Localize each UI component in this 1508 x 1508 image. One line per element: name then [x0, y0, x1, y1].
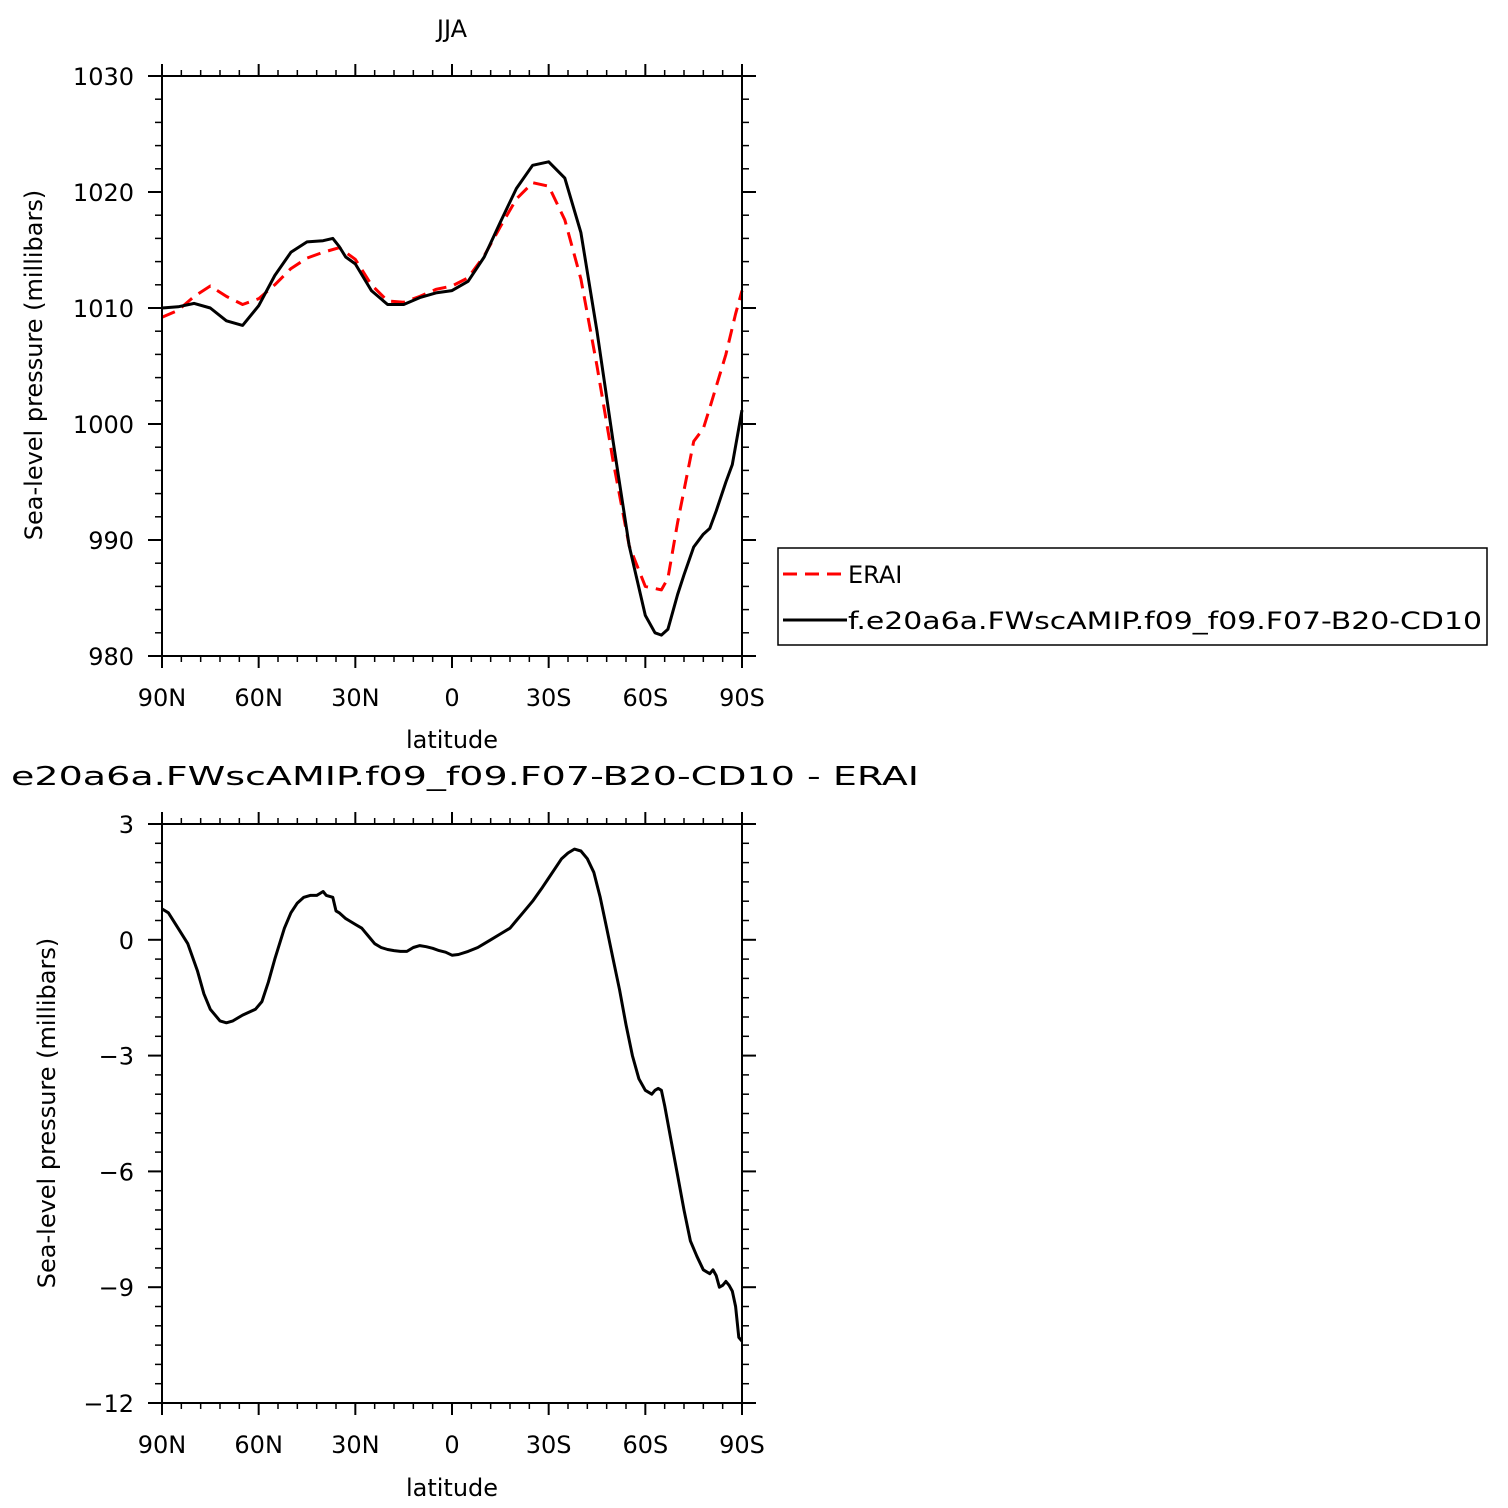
bottom-y-tick-label: −12 [83, 1390, 134, 1418]
bottom-x-tick-label: 30N [331, 1431, 380, 1459]
bottom-x-tick-label: 60N [234, 1431, 283, 1459]
bottom-x-tick-label: 90N [138, 1431, 187, 1459]
top-y-axis-label: Sea-level pressure (millibars) [20, 190, 48, 540]
legend: ERAI f.e20a6a.FWscAMIP.f09_f09.F07-B20-C… [777, 547, 1488, 646]
top-plot-frame [161, 75, 743, 657]
bottom-x-tick-label: 60S [622, 1431, 668, 1459]
bottom-series-difference-line [161, 847, 744, 1343]
bottom-y-tick-label: 3 [119, 811, 134, 839]
top-x-tick-label: 60N [234, 684, 283, 712]
bottom-x-axis-label: latitude [406, 1474, 498, 1502]
top-panel: JJA latitude Sea-level pressure (milliba… [20, 15, 765, 754]
top-x-tick-label: 90S [719, 684, 765, 712]
bottom-y-axis-label: Sea-level pressure (millibars) [33, 938, 61, 1288]
top-y-tick-label: 1030 [73, 63, 134, 91]
top-y-tick-label: 990 [88, 527, 134, 555]
legend-label-erai: ERAI [848, 561, 902, 589]
legend-label-model: f.e20a6a.FWscAMIP.f09_f09.F07-B20-CD10 [848, 607, 1482, 635]
top-y-tick-label: 1020 [73, 179, 134, 207]
top-series-erai-line [161, 181, 744, 592]
top-series-f-e20a6a-fwscamip-f09-f09-f07-b20-cd10-line [161, 160, 744, 637]
top-plot-area: 90N 60N 30N 0 30S 60S 90S 980 990 1000 1010 1020 103… [73, 63, 765, 712]
bottom-y-tick-label: 0 [119, 927, 134, 955]
bottom-x-tick-label: 0 [444, 1431, 459, 1459]
bottom-y-tick-label: −9 [99, 1274, 134, 1302]
bottom-x-tick-label: 90S [719, 1431, 765, 1459]
top-x-tick-label: 30S [526, 684, 572, 712]
top-y-tick-label: 1000 [73, 411, 134, 439]
top-x-tick-label: 30N [331, 684, 380, 712]
bottom-plot-area: 90N 60N 30N 0 30S 60S 90S −12 −9 −6 −3 0 3 [83, 811, 765, 1459]
top-y-tick-label: 1010 [73, 295, 134, 323]
bottom-x-tick-label: 30S [526, 1431, 572, 1459]
bottom-y-tick-label: −3 [99, 1043, 134, 1071]
top-x-axis-label: latitude [406, 726, 498, 754]
top-x-tick-label: 60S [622, 684, 668, 712]
legend-box [777, 547, 1488, 646]
bottom-y-tick-label: −6 [99, 1158, 134, 1186]
top-x-tick-label: 0 [444, 684, 459, 712]
top-x-tick-label: 90N [138, 684, 187, 712]
top-y-tick-label: 980 [88, 643, 134, 671]
bottom-title: e20a6a.FWscAMIP.f09_f09.F07-B20-CD10 - E… [11, 762, 919, 792]
top-title: JJA [435, 15, 468, 43]
bottom-plot-frame [161, 823, 743, 1404]
bottom-panel: e20a6a.FWscAMIP.f09_f09.F07-B20-CD10 - E… [11, 762, 919, 1502]
